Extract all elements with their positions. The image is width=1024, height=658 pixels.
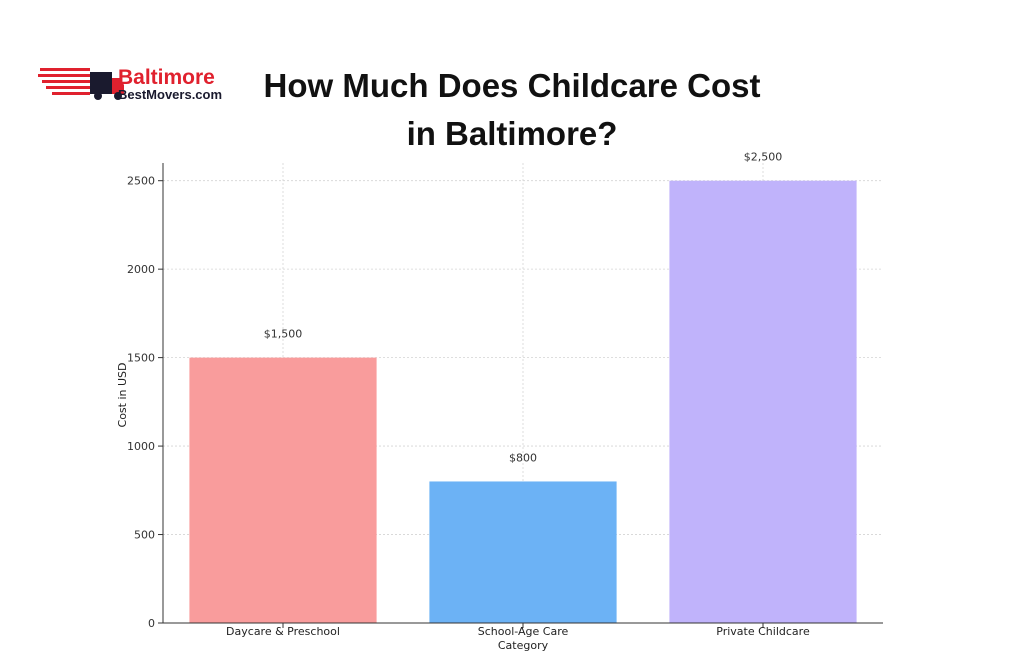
bar	[429, 481, 617, 623]
axes	[158, 163, 883, 628]
page-title: How Much Does Childcare Cost in Baltimor…	[230, 62, 794, 158]
y-tick-label: 1000	[127, 440, 155, 453]
title-line1: How Much Does Childcare Cost	[263, 67, 761, 104]
logo-line1: Baltimore	[118, 66, 215, 89]
x-axis-title: Category	[498, 639, 549, 652]
bar	[669, 180, 857, 623]
y-tick-label: 1500	[127, 352, 155, 365]
value-label: $2,500	[744, 151, 783, 164]
logo-line2: BestMovers.com	[118, 87, 222, 102]
brand-logo: Baltimore BestMovers.com	[38, 62, 228, 104]
moving-truck-icon: Baltimore BestMovers.com	[38, 66, 222, 102]
x-tick-label: School-Age Care	[478, 625, 569, 638]
value-label: $1,500	[264, 328, 303, 341]
title-line2: in Baltimore?	[406, 115, 618, 152]
y-tick-label: 2500	[127, 175, 155, 188]
x-tick-label: Private Childcare	[716, 625, 810, 638]
y-axis-title: Cost in USD	[116, 363, 129, 428]
y-tick-label: 500	[134, 529, 155, 542]
bars	[189, 180, 857, 623]
y-tick-label: 2000	[127, 263, 155, 276]
y-tick-label: 0	[148, 617, 155, 630]
bar	[189, 357, 377, 623]
value-label: $800	[509, 451, 537, 464]
x-tick-label: Daycare & Preschool	[226, 625, 340, 638]
labels: 0 500 1000 1500 2000 2500 $1,500 Daycare & Pres…	[116, 151, 810, 652]
